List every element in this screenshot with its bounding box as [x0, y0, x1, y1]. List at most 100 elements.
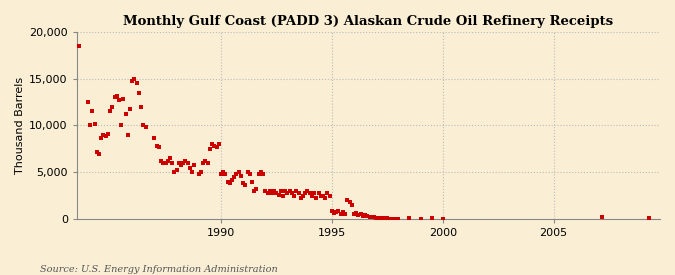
Point: [229, 175, 240, 179]
Point: [369, 215, 379, 219]
Point: [367, 215, 377, 219]
Point: [136, 104, 146, 109]
Point: [218, 170, 229, 174]
Point: [373, 216, 384, 220]
Point: [265, 189, 275, 193]
Point: [182, 161, 193, 165]
Point: [255, 170, 266, 174]
Point: [415, 216, 426, 221]
Point: [351, 211, 362, 216]
Point: [322, 191, 333, 195]
Point: [304, 191, 315, 195]
Point: [313, 191, 324, 195]
Point: [284, 189, 295, 193]
Point: [118, 97, 129, 101]
Point: [389, 216, 400, 221]
Point: [196, 170, 207, 174]
Point: [311, 196, 322, 200]
Point: [205, 147, 215, 151]
Point: [220, 172, 231, 176]
Point: [122, 133, 133, 137]
Point: [335, 212, 346, 216]
Point: [227, 177, 238, 182]
Point: [386, 216, 397, 221]
Point: [379, 216, 390, 220]
Point: [156, 159, 167, 163]
Point: [98, 133, 109, 137]
Point: [298, 193, 308, 198]
Point: [236, 174, 246, 178]
Point: [187, 170, 198, 174]
Point: [165, 156, 176, 160]
Point: [269, 189, 279, 193]
Point: [355, 212, 366, 216]
Point: [215, 172, 226, 176]
Point: [85, 123, 96, 128]
Point: [317, 193, 328, 198]
Point: [189, 163, 200, 167]
Point: [231, 172, 242, 176]
Point: [167, 161, 178, 165]
Point: [162, 159, 173, 163]
Point: [353, 213, 364, 218]
Point: [338, 210, 348, 214]
Point: [91, 149, 102, 154]
Point: [282, 191, 293, 195]
Point: [113, 98, 124, 102]
Point: [277, 193, 288, 198]
Point: [246, 179, 257, 184]
Point: [260, 189, 271, 193]
Point: [393, 216, 404, 221]
Point: [377, 216, 388, 220]
Point: [344, 200, 355, 204]
Point: [234, 170, 244, 174]
Point: [426, 216, 437, 220]
Y-axis label: Thousand Barrels: Thousand Barrels: [15, 77, 25, 174]
Point: [125, 106, 136, 111]
Point: [207, 142, 217, 146]
Point: [176, 163, 186, 167]
Point: [222, 179, 233, 184]
Point: [273, 192, 284, 197]
Point: [160, 161, 171, 165]
Point: [151, 144, 162, 148]
Point: [327, 209, 338, 214]
Title: Monthly Gulf Coast (PADD 3) Alaskan Crude Oil Refinery Receipts: Monthly Gulf Coast (PADD 3) Alaskan Crud…: [124, 15, 614, 28]
Point: [333, 209, 344, 214]
Point: [342, 198, 353, 202]
Point: [120, 112, 131, 116]
Point: [242, 170, 253, 174]
Point: [149, 135, 160, 140]
Point: [375, 215, 386, 220]
Point: [300, 191, 310, 195]
Point: [362, 214, 373, 218]
Point: [153, 145, 164, 149]
Point: [101, 134, 111, 138]
Point: [132, 81, 142, 86]
Point: [251, 187, 262, 191]
Point: [275, 189, 286, 193]
Point: [138, 123, 148, 128]
Point: [94, 151, 105, 156]
Point: [209, 144, 219, 148]
Point: [103, 132, 113, 136]
Point: [202, 161, 213, 165]
Point: [171, 168, 182, 172]
Point: [271, 191, 281, 195]
Point: [289, 193, 300, 198]
Point: [364, 215, 375, 219]
Point: [96, 135, 107, 140]
Point: [302, 189, 313, 193]
Point: [382, 216, 393, 220]
Point: [198, 161, 209, 165]
Point: [82, 100, 93, 104]
Point: [391, 216, 402, 221]
Point: [127, 78, 138, 83]
Point: [109, 95, 120, 100]
Point: [87, 109, 98, 114]
Point: [262, 191, 273, 195]
Point: [240, 183, 250, 188]
Point: [267, 191, 277, 195]
Point: [238, 181, 248, 186]
Point: [293, 191, 304, 195]
